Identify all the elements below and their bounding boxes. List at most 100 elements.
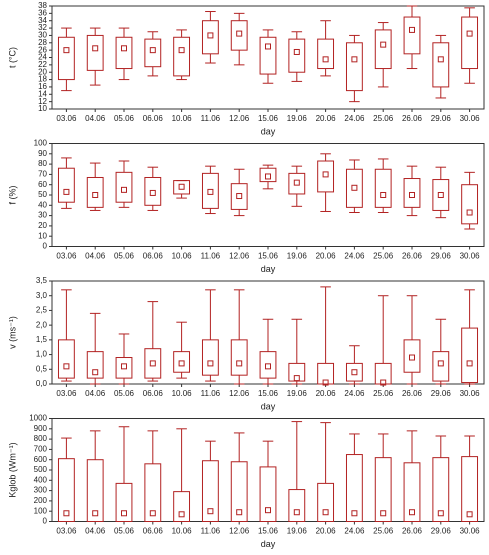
median-marker: [265, 507, 271, 514]
median-marker: [437, 56, 444, 63]
box: [461, 16, 479, 70]
box: [317, 160, 335, 193]
x-tick-label: 30.06: [460, 527, 481, 536]
y-tick-label: 0: [43, 517, 48, 526]
box: [57, 339, 75, 379]
box: [115, 36, 133, 70]
x-tick-label: 29.06: [431, 252, 452, 261]
x-tick-label: 03.06: [56, 527, 77, 536]
x-tick-label: 19.06: [287, 389, 308, 398]
median-marker: [63, 188, 70, 195]
box: [403, 16, 421, 55]
box: [345, 168, 363, 208]
box: [374, 168, 392, 208]
x-tick-label: 24.06: [344, 114, 365, 123]
x-tick-label: 25.06: [373, 527, 394, 536]
x-tick-label: 15.06: [258, 252, 279, 261]
y-tick-label: 100: [34, 506, 48, 515]
box: [144, 348, 162, 379]
x-tick-label: 06.06: [143, 252, 164, 261]
median-marker: [178, 183, 185, 190]
x-tick-label: 30.06: [460, 389, 481, 398]
y-tick-label: 36: [38, 8, 47, 17]
box: [173, 180, 191, 195]
median-marker: [466, 30, 473, 37]
x-tick-label: 26.06: [402, 389, 423, 398]
y-tick-label: 24: [38, 53, 47, 62]
box: [432, 457, 450, 523]
median-marker: [380, 510, 387, 517]
x-axis-title: day: [261, 401, 276, 411]
y-axis-title: Kglob (Wm⁻¹): [7, 442, 17, 497]
y-tick-label: 34: [38, 16, 47, 25]
y-tick-label: 30: [38, 31, 47, 40]
x-tick-label: 12.06: [229, 527, 250, 536]
median-marker: [409, 509, 415, 516]
y-axis-title: v (ms⁻¹): [7, 316, 17, 349]
box: [288, 362, 306, 382]
x-tick-label: 05.06: [114, 252, 135, 261]
box: [57, 458, 75, 523]
y-tick-label: 26: [38, 45, 47, 54]
median-marker: [380, 41, 387, 48]
median-marker: [236, 509, 243, 516]
box: [403, 462, 421, 523]
median-marker: [178, 511, 185, 518]
y-tick-label: 2,0: [36, 320, 48, 329]
box: [173, 491, 191, 523]
box: [403, 339, 421, 373]
median-marker: [409, 192, 415, 198]
y-tick-label: 400: [34, 475, 48, 484]
median-marker: [351, 510, 358, 517]
x-tick-label: 11.06: [201, 252, 221, 261]
median-marker: [265, 173, 271, 180]
median-marker: [121, 186, 127, 193]
box: [230, 183, 248, 210]
x-tick-label: 10.06: [172, 252, 193, 261]
box: [259, 351, 277, 379]
box: [345, 362, 363, 382]
x-tick-label: 19.06: [287, 527, 308, 536]
y-tick-label: 20: [38, 221, 47, 230]
median-marker: [92, 45, 99, 52]
x-tick-label: 24.06: [344, 527, 365, 536]
box: [461, 184, 479, 225]
y-tick-label: 1,5: [36, 335, 48, 344]
box: [201, 172, 219, 209]
box: [144, 463, 162, 523]
median-marker: [437, 510, 444, 517]
y-tick-label: 0,0: [36, 379, 48, 388]
median-marker: [207, 188, 214, 195]
x-tick-label: 05.06: [114, 527, 135, 536]
y-tick-label: 3,5: [36, 276, 48, 285]
box: [461, 327, 479, 384]
plot-frame: [51, 418, 485, 522]
x-tick-label: 20.06: [316, 527, 337, 536]
median-marker: [236, 360, 243, 367]
y-axis-title: f (%): [7, 185, 17, 204]
x-tick-label: 03.06: [56, 389, 77, 398]
x-tick-label: 12.06: [229, 114, 250, 123]
box: [432, 351, 450, 382]
x-tick-label: 12.06: [229, 389, 250, 398]
box: [115, 357, 133, 379]
x-tick-label: 30.06: [460, 114, 481, 123]
box: [432, 179, 450, 211]
median-marker: [149, 360, 156, 367]
y-tick-label: 500: [34, 465, 48, 474]
box: [317, 362, 335, 385]
median-marker: [322, 509, 329, 516]
median-marker: [92, 369, 99, 376]
median-marker: [466, 209, 473, 216]
x-tick-label: 06.06: [143, 114, 164, 123]
x-tick-label: 15.06: [258, 114, 279, 123]
box: [317, 482, 335, 523]
plot-frame: [51, 5, 485, 110]
y-tick-label: 900: [34, 424, 48, 433]
median-marker: [121, 363, 127, 370]
median-marker: [149, 189, 156, 196]
y-tick-label: 50: [38, 190, 47, 199]
box: [86, 176, 104, 208]
x-tick-label: 04.06: [85, 252, 106, 261]
